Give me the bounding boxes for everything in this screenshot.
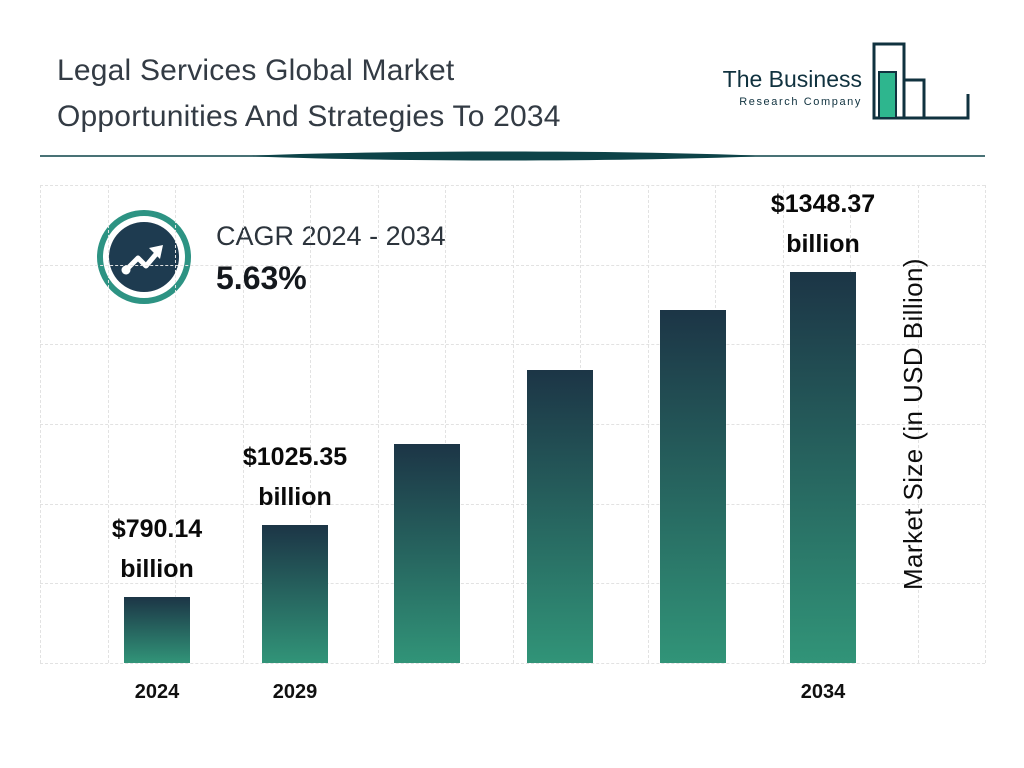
gridline-horizontal bbox=[40, 264, 985, 266]
divider-line bbox=[40, 151, 985, 161]
gridline-horizontal bbox=[40, 424, 985, 425]
x-axis-label-2034: 2034 bbox=[800, 681, 846, 703]
chart-grid: $790.14 billion 2024 $1025.35 billion 2029 $13… bbox=[40, 185, 986, 703]
gridline-horizontal bbox=[40, 344, 985, 346]
page-title: Legal Services Global Market Opportuniti… bbox=[57, 48, 561, 140]
bar-value-label-2029: $1025.35 billion bbox=[242, 443, 348, 511]
bar-2029 bbox=[262, 525, 328, 663]
bar-chart-logo-icon bbox=[872, 42, 970, 120]
y-axis-label: Market Size (in USD Billion) bbox=[898, 258, 928, 590]
cagr-value: 5.63% bbox=[216, 260, 307, 296]
bar-pos4 bbox=[527, 370, 593, 663]
gridline-horizontal bbox=[40, 663, 985, 664]
cagr-badge: CAGR 2024 - 2034 5.63% bbox=[96, 209, 446, 305]
logo-name: The Business bbox=[722, 66, 862, 92]
bar-value-label-2024: $790.14 billion bbox=[111, 515, 203, 583]
bar-pos5 bbox=[660, 310, 726, 663]
cagr-text: CAGR 2024 - 2034 5.63% bbox=[216, 221, 446, 297]
trend-up-icon bbox=[97, 210, 191, 304]
gridline-horizontal bbox=[40, 583, 985, 585]
bar-value-label-2034: $1348.37 billion bbox=[770, 190, 876, 258]
gridline-horizontal bbox=[40, 185, 985, 186]
page-title-line-2: Opportunities And Strategies To 2034 bbox=[57, 100, 561, 133]
bar-pos3 bbox=[394, 444, 460, 663]
company-logo: The Business Research Company bbox=[704, 40, 984, 128]
logo-text: The Business Research Company bbox=[723, 66, 862, 108]
gridline-horizontal bbox=[40, 503, 985, 505]
bar-2024 bbox=[124, 597, 190, 663]
x-axis-label-2024: 2024 bbox=[134, 681, 180, 703]
gridline-vertical bbox=[985, 185, 986, 663]
page-title-line-1: Legal Services Global Market bbox=[57, 54, 455, 87]
logo-subname: Research Company bbox=[739, 96, 862, 108]
bar-2034 bbox=[790, 272, 856, 663]
x-axis-label-2029: 2029 bbox=[272, 681, 318, 703]
cagr-label: CAGR 2024 - 2034 bbox=[216, 221, 446, 251]
